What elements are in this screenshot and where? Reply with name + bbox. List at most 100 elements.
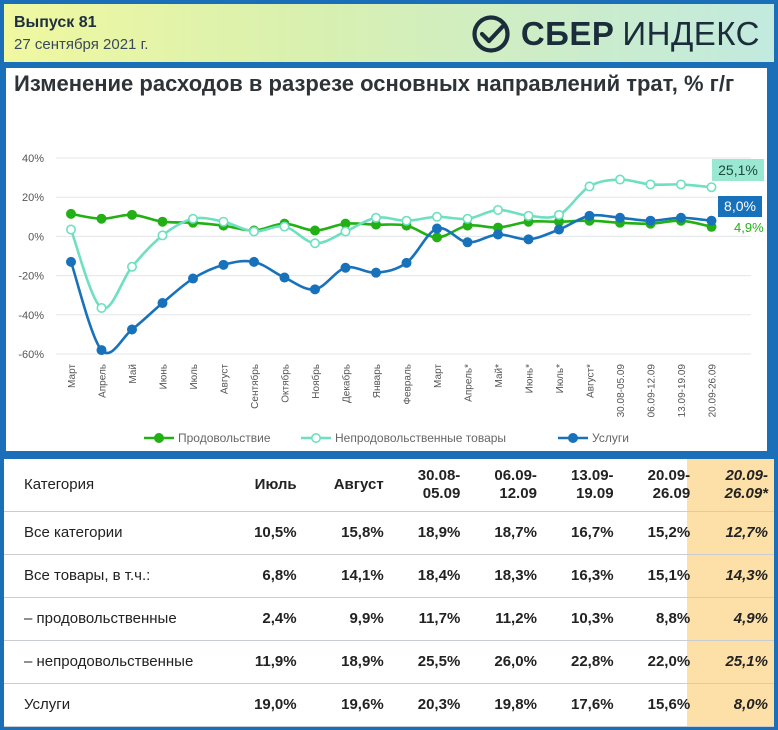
data-point-1	[370, 212, 381, 223]
table-cell: 10,5%	[226, 510, 303, 554]
x-tick-label: Ноябрь	[310, 364, 322, 399]
table-cell: 25,5%	[389, 639, 467, 683]
column-header: Август	[333, 475, 384, 493]
data-point-2	[188, 273, 199, 284]
chart-panel: Изменение расходов в разрезе основных на…	[6, 68, 767, 451]
data-point-1	[309, 238, 320, 249]
x-tick-label: 13.09-19.09	[677, 364, 688, 418]
table-cell: 22,8%	[542, 639, 620, 683]
sber-index-logo: СБЕР ИНДЕКС	[471, 12, 760, 56]
data-point-2	[462, 237, 473, 248]
data-point-1	[249, 226, 260, 237]
data-point-0	[65, 208, 76, 219]
table-cell: 18,9%	[302, 639, 390, 683]
data-point-2	[706, 215, 717, 226]
data-point-0	[127, 209, 138, 220]
table-cell: 2,4%	[226, 596, 303, 640]
data-point-1	[96, 302, 107, 313]
table-cell: 12,7%	[696, 510, 774, 554]
data-point-0	[431, 232, 442, 243]
table-panel: Категория Июль Август 30.08- 05.09 06.09- 12.0…	[4, 459, 774, 727]
data-point-1	[553, 209, 564, 220]
x-tick-label: Апрель	[98, 364, 109, 398]
table-cell: 15,1%	[619, 553, 697, 597]
table-cell: 11,7%	[389, 596, 467, 640]
data-point-0	[96, 213, 107, 224]
table-row: – продовольственные 2,4% 9,9% 11,7% 11,2% 10,…	[4, 596, 774, 640]
table-cell: 18,4%	[389, 553, 467, 597]
data-point-1	[675, 179, 686, 190]
table-cell: Все категории	[4, 510, 226, 554]
x-tick-label: Февраль	[403, 364, 414, 405]
column-header: Июль	[254, 475, 297, 493]
table-cell: – продовольственные	[4, 596, 226, 640]
table-cell: 15,2%	[619, 510, 697, 554]
x-tick-label: 20.09-26.09	[708, 364, 719, 418]
table-cell: 15,6%	[619, 682, 697, 727]
data-point-2	[218, 259, 229, 270]
data-point-1	[401, 215, 412, 226]
data-point-1	[614, 174, 625, 185]
sber-logo-icon	[472, 15, 510, 53]
x-tick-label: Июль*	[555, 364, 566, 394]
x-tick-label: Июнь	[159, 364, 170, 389]
data-point-1	[492, 204, 503, 215]
logo-bold-text: СБЕР	[520, 15, 615, 52]
issue-date: 27 сентября 2021 г.	[14, 36, 149, 53]
x-tick-label: Апрель*	[464, 364, 475, 402]
table-cell: 26,0%	[466, 639, 543, 683]
legend-label: Непродовольственные товары	[335, 431, 506, 445]
data-point-2	[279, 272, 290, 283]
data-point-0	[309, 225, 320, 236]
data-point-1	[188, 213, 199, 224]
legend-marker	[310, 432, 321, 443]
data-point-2	[96, 345, 107, 356]
table-cell: 25,1%	[696, 639, 774, 683]
data-point-1	[127, 261, 138, 272]
table-cell: 11,2%	[466, 596, 543, 640]
table-cell: Все товары, в т.ч.:	[4, 553, 226, 597]
data-point-2	[523, 234, 534, 245]
data-point-2	[249, 256, 260, 267]
data-point-2	[309, 284, 320, 295]
column-header: 06.09- 12.09	[494, 466, 537, 502]
data-point-1	[340, 226, 351, 237]
y-tick-label: -40%	[18, 310, 44, 322]
table-cell: 6,8%	[226, 553, 303, 597]
data-point-2	[370, 267, 381, 278]
report-header: Выпуск 81 27 сентября 2021 г. СБЕР ИНДЕКС	[4, 4, 774, 62]
series-line-0	[70, 212, 712, 239]
table-cell: 19,0%	[226, 682, 303, 727]
x-tick-label: Март	[433, 364, 444, 388]
data-point-1	[279, 221, 290, 232]
data-point-1	[157, 230, 168, 241]
column-header: 20.09- 26.09*	[724, 466, 768, 502]
data-point-1	[523, 210, 534, 221]
series-line-1	[69, 178, 712, 310]
x-tick-label: Январь	[372, 364, 383, 398]
chart-title: Изменение расходов в разрезе основных на…	[14, 71, 735, 96]
column-header: Категория	[24, 475, 95, 493]
table-row: Услуги 19,0% 19,6% 20,3% 19,8% 17,6% 15,6% 8,0%	[4, 682, 774, 727]
table-cell: 16,3%	[542, 553, 620, 597]
table-cell: 20,3%	[389, 682, 467, 727]
end-label-box	[718, 196, 762, 217]
legend-marker	[154, 432, 165, 443]
logo-light-text: ИНДЕКС	[622, 15, 760, 52]
end-label-box	[712, 159, 764, 181]
x-tick-label: Май	[128, 364, 139, 384]
table-cell: 19,6%	[302, 682, 390, 727]
table-cell: 19,8%	[466, 682, 543, 727]
table-cell: 14,3%	[696, 553, 774, 597]
data-point-2	[65, 256, 76, 267]
x-tick-label: Август	[220, 364, 231, 395]
data-point-1	[706, 182, 717, 193]
table-cell: 4,9%	[696, 596, 774, 640]
issue-number: Выпуск 81	[14, 14, 97, 31]
line-chart: 40% 20% 0% -20% -40% -60% Март Апрель Май Июнь Июл…	[18, 153, 764, 445]
x-tick-label: Август*	[586, 364, 597, 398]
end-label-food: 4,9%	[734, 220, 764, 235]
x-tick-label: Октябрь	[280, 364, 292, 403]
legend-label: Услуги	[592, 431, 629, 445]
data-point-2	[645, 215, 656, 226]
